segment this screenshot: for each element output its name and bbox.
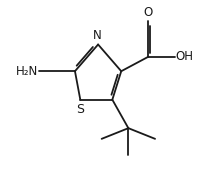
Text: O: O bbox=[143, 6, 153, 19]
Text: N: N bbox=[93, 29, 102, 42]
Text: OH: OH bbox=[175, 50, 193, 64]
Text: H₂N: H₂N bbox=[16, 65, 39, 78]
Text: S: S bbox=[76, 103, 84, 116]
